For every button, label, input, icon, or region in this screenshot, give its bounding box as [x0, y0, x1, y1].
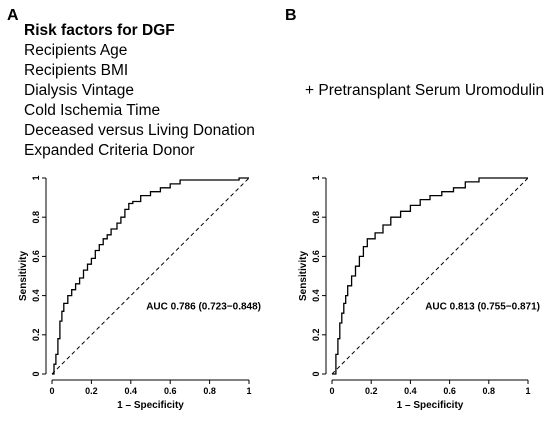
x-tick-label-a-0: 0 [49, 386, 54, 396]
y-axis-title-a: Sensitivity [18, 251, 29, 301]
reference-diagonal-a [51, 177, 250, 375]
uromodulin-addition: + Pretransplant Serum Uromodulin [305, 82, 545, 99]
panel-b-letter: B [285, 7, 297, 24]
x-tick-label-b-4: 0.8 [483, 386, 496, 396]
y-tick-label-a-2: 0.4 [31, 289, 41, 302]
roc-curve-b [332, 177, 528, 375]
x-tick-label-a-1: 0.2 [85, 386, 98, 396]
x-tick-label-a-5: 1 [246, 386, 251, 396]
y-tick-label-a-5: 1 [31, 175, 41, 180]
factor-deceased-vs-living-donation: Deceased versus Living Donation [24, 122, 255, 139]
x-tick-label-a-4: 0.8 [203, 386, 216, 396]
y-tick-label-b-1: 0.2 [311, 329, 321, 342]
x-tick-label-b-3: 0.6 [443, 386, 456, 396]
auc-label-b: AUC 0.813 (0.755−0.871) [425, 301, 540, 312]
y-axis-title-b: Sensitivity [298, 251, 309, 301]
auc-label-a: AUC 0.786 (0.723−0.848) [146, 301, 261, 312]
factor-recipients-bmi: Recipients BMI [24, 62, 129, 79]
factor-dialysis-vintage: Dialysis Vintage [24, 82, 134, 99]
x-tick-label-b-2: 0.4 [404, 386, 417, 396]
y-tick-label-a-0: 0 [31, 371, 41, 376]
y-tick-label-b-5: 1 [311, 175, 321, 180]
x-axis-title-a: 1 – Specificity [117, 400, 184, 411]
x-tick-label-b-0: 0 [329, 386, 334, 396]
y-tick-label-b-3: 0.6 [311, 250, 321, 263]
roc-chart-a: 0 0.2 0.4 0.6 0.8 1 0 0.2 0.4 0.6 0.8 1 1 – Specific… [18, 175, 261, 411]
x-tick-label-b-1: 0.2 [365, 386, 378, 396]
roc-chart-b: 0 0.2 0.4 0.6 0.8 1 0 0.2 0.4 0.6 0.8 1 1 – Specific… [298, 175, 540, 411]
factor-recipients-age: Recipients Age [24, 42, 128, 59]
factor-cold-ischemia-time: Cold Ischemia Time [24, 102, 161, 119]
x-tick-label-a-3: 0.6 [164, 386, 177, 396]
factor-expanded-criteria-donor: Expanded Criteria Donor [24, 142, 195, 159]
risk-factors-heading: Risk factors for DGF [24, 22, 175, 39]
y-tick-label-a-4: 0.8 [31, 211, 41, 224]
roc-curve-a [52, 177, 249, 375]
y-tick-label-a-3: 0.6 [31, 250, 41, 263]
y-tick-label-b-0: 0 [311, 371, 321, 376]
panel-a-letter: A [7, 7, 19, 24]
y-tick-label-a-1: 0.2 [31, 329, 41, 342]
x-axis-title-b: 1 – Specificity [397, 400, 464, 411]
y-tick-label-b-4: 0.8 [311, 211, 321, 224]
y-tick-label-b-2: 0.4 [311, 289, 321, 302]
x-tick-label-b-5: 1 [525, 386, 530, 396]
x-tick-label-a-2: 0.4 [125, 386, 138, 396]
reference-diagonal-b [331, 177, 529, 375]
